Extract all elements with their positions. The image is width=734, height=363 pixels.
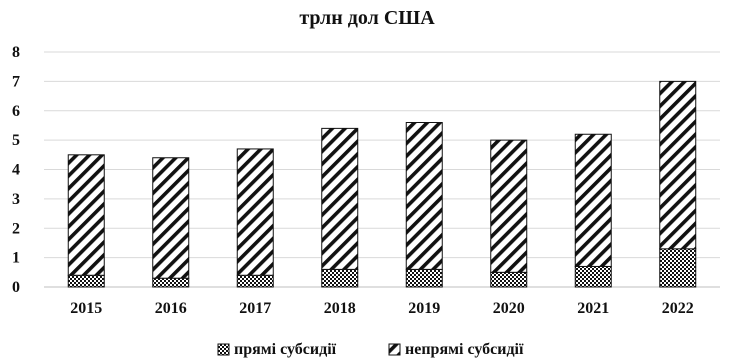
bar-segment-direct-2016 (152, 277, 190, 288)
x-tick-label: 2016 (155, 300, 187, 317)
legend-swatch-direct (217, 343, 230, 356)
x-tick-label: 2015 (70, 300, 102, 317)
y-tick-label: 3 (12, 191, 20, 208)
bar-segment-indirect-2020 (490, 139, 528, 273)
x-tick-label: 2020 (493, 300, 525, 317)
bar-segment-direct-2021 (574, 265, 612, 288)
bar-segment-indirect-2019 (405, 122, 443, 270)
x-tick-label: 2022 (662, 300, 694, 317)
bars (67, 80, 697, 288)
legend-item-direct: прямі субсидії (217, 341, 337, 358)
y-tick-label: 8 (12, 44, 20, 61)
bar-segment-indirect-2022 (659, 80, 697, 250)
bar-segment-direct-2015 (67, 274, 105, 288)
y-tick-label: 0 (12, 279, 20, 296)
x-tick-label: 2021 (577, 300, 609, 317)
bar-segment-direct-2018 (321, 268, 359, 288)
bar-segment-direct-2017 (236, 274, 274, 288)
chart-title: трлн дол США (299, 7, 435, 29)
legend: прямі субсидії непрямі субсидії (217, 341, 524, 358)
legend-swatch-indirect (388, 343, 401, 356)
y-tick-label: 2 (12, 220, 20, 237)
bar-segment-indirect-2018 (321, 127, 359, 270)
y-tick-label: 4 (12, 162, 20, 179)
y-axis-ticks: 0 1 2 3 4 5 6 7 8 (12, 44, 20, 296)
bar-segment-indirect-2015 (67, 154, 105, 276)
bar-segment-indirect-2016 (152, 157, 190, 279)
y-tick-label: 6 (12, 103, 20, 120)
x-tick-label: 2018 (324, 300, 356, 317)
bar-segment-direct-2020 (490, 271, 528, 288)
legend-label-indirect: непрямі субсидії (405, 341, 524, 358)
bar-segment-indirect-2021 (574, 133, 612, 267)
x-tick-label: 2019 (408, 300, 440, 317)
bar-segment-direct-2022 (659, 248, 697, 288)
bar-segment-direct-2019 (405, 268, 443, 288)
bar-segment-indirect-2017 (236, 148, 274, 276)
x-axis-ticks: 2015 2016 2017 2018 2019 2020 2021 2022 (70, 300, 694, 317)
y-tick-label: 5 (12, 132, 20, 149)
y-tick-label: 1 (12, 250, 20, 267)
gridlines (44, 51, 720, 288)
legend-label-direct: прямі субсидії (234, 341, 337, 358)
legend-item-indirect: непрямі субсидії (388, 341, 524, 358)
x-tick-label: 2017 (239, 300, 271, 317)
y-tick-label: 7 (12, 73, 20, 90)
